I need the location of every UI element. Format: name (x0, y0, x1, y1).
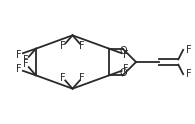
Text: F: F (23, 55, 29, 65)
Text: F: F (23, 59, 29, 69)
Text: F: F (186, 45, 192, 55)
Text: F: F (16, 64, 21, 74)
Text: F: F (186, 69, 192, 79)
Text: O: O (120, 68, 127, 78)
Text: F: F (79, 73, 85, 83)
Text: F: F (123, 64, 129, 74)
Text: F: F (16, 50, 21, 60)
Text: F: F (60, 41, 66, 51)
Text: F: F (79, 41, 85, 51)
Text: F: F (123, 50, 129, 60)
Text: F: F (60, 73, 66, 83)
Text: O: O (120, 46, 127, 56)
